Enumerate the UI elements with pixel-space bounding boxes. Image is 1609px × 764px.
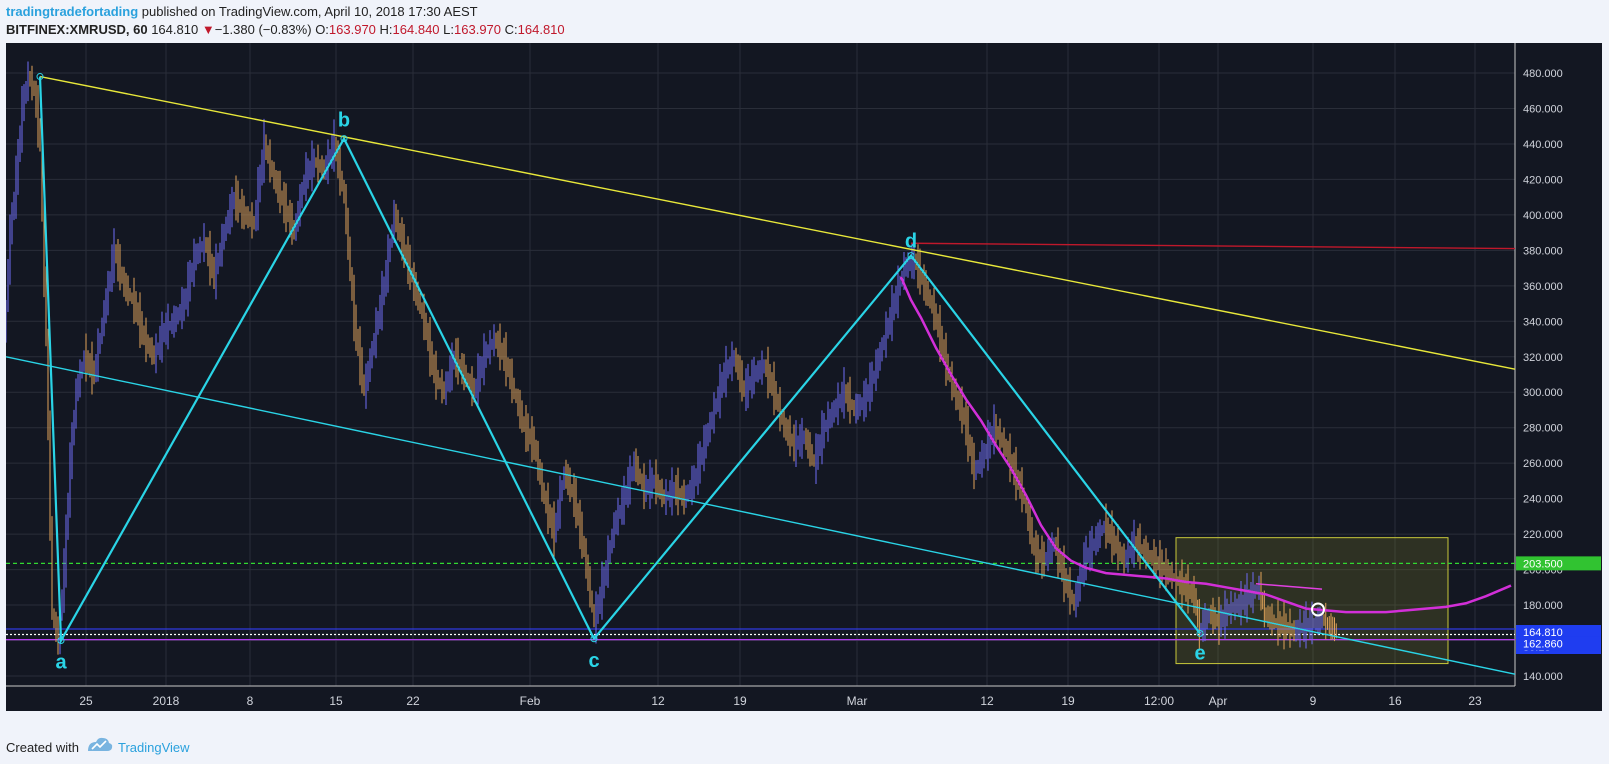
price-tick-label: 240.000	[1523, 494, 1563, 506]
moving-average-line[interactable]	[899, 276, 1512, 614]
short-trendline[interactable]	[1255, 583, 1323, 590]
price-tick-label: 360.000	[1523, 281, 1563, 293]
trendline[interactable]	[39, 75, 1516, 370]
wave-point[interactable]	[340, 135, 348, 143]
price-tick-label: 340.000	[1523, 316, 1563, 328]
wave-zigzag[interactable]	[38, 76, 1201, 645]
time-tick-label: 19	[1061, 694, 1075, 708]
time-tick-label: 12	[980, 694, 994, 708]
created-with-text: Created with	[6, 740, 79, 755]
time-tick-label: 9	[1310, 694, 1317, 708]
time-tick-label: Apr	[1209, 694, 1228, 708]
time-tick-label: 12:00	[1144, 694, 1174, 708]
price-chart[interactable]: 140.000160.000180.000200.000220.000240.0…	[5, 43, 1602, 711]
time-tick-label: 8	[247, 694, 254, 708]
price-tick-label: 180.000	[1523, 600, 1563, 612]
price-tick-label: 260.000	[1523, 458, 1563, 470]
wave-label: d	[905, 231, 917, 253]
open-value: 163.970	[328, 22, 376, 37]
price-tick-label: 280.000	[1523, 423, 1563, 435]
symbol-label[interactable]: BITFINEX:XMRUSD, 60	[6, 22, 148, 37]
close-value: 164.810	[517, 22, 565, 37]
high-label: H:	[379, 22, 393, 37]
tradingview-logo-icon[interactable]	[86, 735, 114, 753]
wave-label: b	[338, 110, 350, 132]
price-tick-label: 140.000	[1523, 671, 1563, 683]
close-label: C:	[504, 22, 518, 37]
trendline[interactable]	[910, 242, 1516, 250]
price-badge-label: 162.860	[1523, 639, 1563, 651]
consolidation-box[interactable]	[1175, 537, 1449, 665]
price-badge	[1516, 556, 1601, 571]
wave-point[interactable]	[590, 635, 598, 643]
price-tick-label: 480.000	[1523, 68, 1563, 80]
publish-info: tradingtradefortading published on Tradi…	[6, 4, 478, 19]
wave-point[interactable]	[1196, 629, 1204, 637]
time-tick-label: 16	[1388, 694, 1402, 708]
price-badge-label: 164.810	[1523, 627, 1563, 639]
price-badge	[1516, 636, 1601, 651]
time-tick-label: 15	[329, 694, 343, 708]
price-badge	[1516, 625, 1601, 640]
time-tick-label: 25	[79, 694, 93, 708]
published-text: published on TradingView.com, April 10, …	[141, 4, 478, 19]
time-tick-label: Mar	[847, 694, 868, 708]
price-tick-label: 300.000	[1523, 387, 1563, 399]
price-axis[interactable]	[1515, 43, 1602, 711]
change-value: −1.380 (−0.83%)	[214, 22, 312, 37]
wave-label: c	[588, 650, 599, 672]
price-tick-label: 380.000	[1523, 245, 1563, 257]
wave-label: a	[55, 652, 67, 674]
time-tick-label: 19	[733, 694, 747, 708]
low-label: L:	[443, 22, 455, 37]
time-tick-label: 22	[406, 694, 420, 708]
wave-point[interactable]	[57, 637, 65, 645]
last-price: 164.810	[151, 22, 199, 37]
ohlc-legend: BITFINEX:XMRUSD, 60 164.810 ▼−1.380 (−0.…	[6, 22, 565, 37]
footer: Created with TradingView	[0, 718, 1609, 764]
wave-point[interactable]	[36, 73, 44, 81]
high-value: 164.840	[392, 22, 440, 37]
time-tick-label: 23	[1468, 694, 1482, 708]
change-arrow-icon: ▼	[201, 22, 215, 37]
price-tick-label: 440.000	[1523, 139, 1563, 151]
price-tick-label: 220.000	[1523, 529, 1563, 541]
wave-point[interactable]	[907, 252, 915, 260]
price-tick-label: 420.000	[1523, 174, 1563, 186]
price-tick-label: 400.000	[1523, 210, 1563, 222]
price-tick-label: 320.000	[1523, 352, 1563, 364]
wave-label: e	[1194, 642, 1205, 664]
last-wave-marker	[1311, 602, 1325, 617]
author-link[interactable]: tradingtradefortading	[6, 4, 139, 19]
time-tick-label: 2018	[153, 694, 180, 708]
low-value: 163.970	[454, 22, 502, 37]
chart-header: tradingtradefortading published on Tradi…	[0, 0, 1609, 42]
open-label: O:	[315, 22, 329, 37]
price-tick-label: 460.000	[1523, 103, 1563, 115]
trendline[interactable]	[5, 356, 1516, 675]
time-tick-label: 12	[651, 694, 665, 708]
price-badge-label: 203.500	[1523, 558, 1563, 570]
time-tick-label: Feb	[520, 694, 541, 708]
tradingview-brand-link[interactable]: TradingView	[118, 740, 190, 755]
chart-area[interactable]: 140.000160.000180.000200.000220.000240.0…	[5, 43, 1602, 711]
